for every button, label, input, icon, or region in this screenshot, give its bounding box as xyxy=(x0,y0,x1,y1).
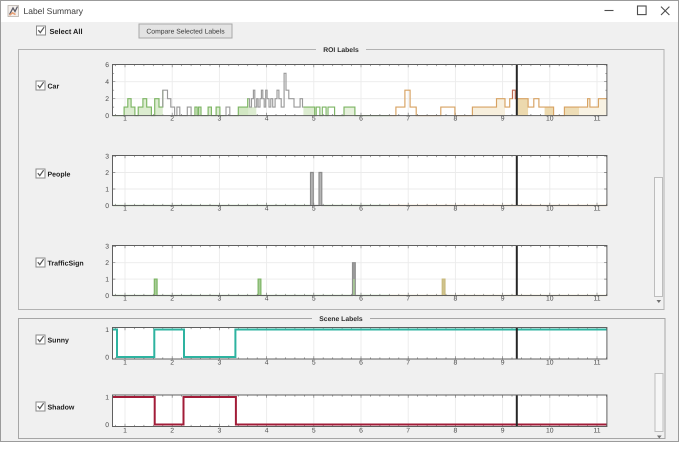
svg-text:3: 3 xyxy=(218,428,222,435)
svg-text:1: 1 xyxy=(105,327,109,334)
svg-text:4: 4 xyxy=(265,206,269,213)
svg-text:Select All: Select All xyxy=(50,27,83,36)
svg-text:6: 6 xyxy=(359,428,363,435)
svg-text:11: 11 xyxy=(593,360,600,367)
svg-text:1: 1 xyxy=(123,296,127,303)
svg-text:2: 2 xyxy=(105,96,109,103)
svg-text:10: 10 xyxy=(546,116,554,123)
svg-text:1: 1 xyxy=(105,394,109,401)
svg-text:Shadow: Shadow xyxy=(48,404,75,412)
svg-text:8: 8 xyxy=(454,116,458,123)
svg-text:1: 1 xyxy=(123,428,127,435)
svg-text:2: 2 xyxy=(170,206,174,213)
svg-text:8: 8 xyxy=(454,296,458,303)
svg-text:2: 2 xyxy=(170,296,174,303)
svg-text:2: 2 xyxy=(105,170,109,177)
svg-text:5: 5 xyxy=(312,360,316,367)
svg-text:9: 9 xyxy=(501,116,505,123)
svg-text:5: 5 xyxy=(312,206,316,213)
svg-text:1: 1 xyxy=(105,276,109,283)
svg-text:6: 6 xyxy=(105,62,109,69)
svg-text:7: 7 xyxy=(406,116,410,123)
svg-text:4: 4 xyxy=(265,360,269,367)
svg-text:5: 5 xyxy=(312,116,316,123)
svg-text:3: 3 xyxy=(218,116,222,123)
svg-text:9: 9 xyxy=(501,296,505,303)
svg-text:5: 5 xyxy=(312,296,316,303)
svg-text:7: 7 xyxy=(406,428,410,435)
svg-text:9: 9 xyxy=(501,206,505,213)
svg-text:6: 6 xyxy=(359,296,363,303)
svg-text:6: 6 xyxy=(359,116,363,123)
svg-text:7: 7 xyxy=(406,296,410,303)
svg-text:5: 5 xyxy=(312,428,316,435)
svg-text:6: 6 xyxy=(359,360,363,367)
svg-text:People: People xyxy=(48,171,71,179)
svg-text:11: 11 xyxy=(593,206,600,213)
svg-text:3: 3 xyxy=(105,153,109,160)
svg-text:7: 7 xyxy=(406,360,410,367)
svg-text:Label Summary: Label Summary xyxy=(24,6,84,16)
svg-text:1: 1 xyxy=(123,116,127,123)
svg-text:10: 10 xyxy=(546,296,554,303)
svg-text:3: 3 xyxy=(105,244,109,251)
svg-text:1: 1 xyxy=(123,206,127,213)
svg-text:3: 3 xyxy=(218,206,222,213)
svg-text:10: 10 xyxy=(546,428,554,435)
svg-text:9: 9 xyxy=(501,428,505,435)
svg-text:4: 4 xyxy=(265,296,269,303)
svg-text:11: 11 xyxy=(593,116,600,123)
svg-text:4: 4 xyxy=(265,116,269,123)
svg-text:8: 8 xyxy=(454,360,458,367)
svg-text:10: 10 xyxy=(546,360,554,367)
svg-text:0: 0 xyxy=(105,203,109,210)
svg-text:0: 0 xyxy=(105,354,109,361)
svg-text:1: 1 xyxy=(123,360,127,367)
svg-text:11: 11 xyxy=(593,296,600,303)
svg-text:2: 2 xyxy=(170,116,174,123)
svg-text:1: 1 xyxy=(105,186,109,193)
svg-text:3: 3 xyxy=(218,360,222,367)
svg-text:10: 10 xyxy=(546,206,554,213)
svg-text:7: 7 xyxy=(406,206,410,213)
svg-text:2: 2 xyxy=(105,260,109,267)
svg-text:ROI Labels: ROI Labels xyxy=(323,47,359,54)
svg-text:0: 0 xyxy=(105,422,109,429)
svg-text:3: 3 xyxy=(218,296,222,303)
svg-text:9: 9 xyxy=(501,360,505,367)
svg-text:Compare Selected Labels: Compare Selected Labels xyxy=(146,29,225,36)
svg-text:8: 8 xyxy=(454,206,458,213)
svg-text:0: 0 xyxy=(105,113,109,120)
svg-text:6: 6 xyxy=(359,206,363,213)
svg-text:TrafficSign: TrafficSign xyxy=(48,260,84,268)
svg-text:2: 2 xyxy=(170,428,174,435)
svg-text:0: 0 xyxy=(105,293,109,300)
svg-text:2: 2 xyxy=(170,360,174,367)
svg-text:4: 4 xyxy=(105,79,109,86)
svg-text:8: 8 xyxy=(454,428,458,435)
svg-text:4: 4 xyxy=(265,428,269,435)
svg-text:Sunny: Sunny xyxy=(48,338,69,345)
svg-text:Car: Car xyxy=(48,84,60,91)
svg-text:Scene Labels: Scene Labels xyxy=(319,316,363,323)
svg-text:11: 11 xyxy=(593,428,600,435)
